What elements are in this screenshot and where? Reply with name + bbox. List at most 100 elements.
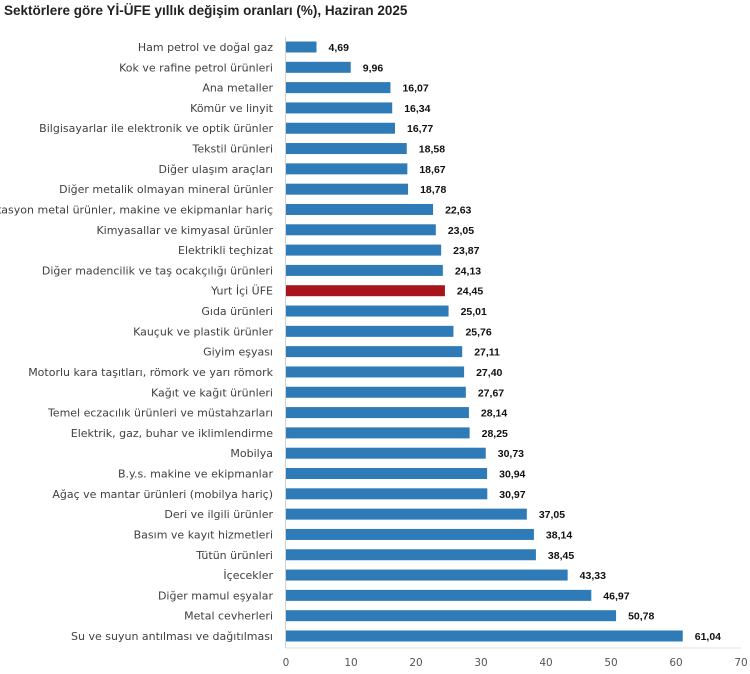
data-label: 4,69 [328,42,349,54]
category-label: Yurt İçi ÜFE [210,285,273,298]
bar [286,183,409,195]
bar [286,569,568,581]
bar [286,346,463,358]
data-label: 24,45 [457,286,483,298]
bar [286,610,617,622]
bar [286,325,454,337]
bar [286,264,443,276]
category-label: Basım ve kayıt hizmetleri [134,528,273,541]
data-label: 28,14 [481,408,507,420]
category-label: Temel eczacılık ürünleri ve müstahzarlar… [47,407,273,420]
category-label: Diğer ulaşım araçları [159,163,274,176]
x-tick-label: 50 [604,657,617,669]
x-tick-label: 10 [344,657,357,669]
x-tick-label: 0 [283,657,290,669]
bar [286,488,488,500]
bar [286,102,393,114]
data-label: 16,34 [404,103,430,115]
category-label: Ana metaller [202,82,273,95]
category-label: Diğer mamul eşyalar [158,589,274,602]
category-label: Ağaç ve mantar ürünleri (mobilya hariç) [52,488,273,501]
data-label: 18,78 [420,184,446,196]
data-label: 25,76 [465,326,491,338]
x-tick-label: 20 [409,657,422,669]
data-label: 37,05 [539,509,565,521]
bar [286,305,449,317]
category-label: İçecekler [223,569,273,582]
category-label: Su ve suyun antılması ve dağıtılması [71,630,273,643]
bar [286,285,445,297]
data-label: 16,77 [407,123,433,135]
category-label: Tekstil ürünleri [192,143,273,156]
bar [286,508,527,520]
bar [286,224,436,236]
bar [286,528,534,540]
bar [286,549,536,561]
bar [286,122,396,134]
data-label: 30,73 [498,448,524,460]
data-label: 16,07 [402,83,428,95]
category-label: Kömür ve linyit [190,102,274,115]
category-label: Kok ve rafine petrol ürünleri [119,61,273,74]
data-label: 23,87 [453,245,479,257]
bar [286,427,470,439]
bar [286,203,434,215]
bar [286,468,488,480]
bar [286,589,592,601]
category-label: Deri ve ilgili ürünler [164,508,273,521]
category-label: Kağıt ve kağıt ürünleri [151,386,273,399]
category-label: Elektrik, gaz, buhar ve iklimlendirme [71,427,273,440]
data-label: 61,04 [695,631,721,643]
data-label: 50,78 [628,611,654,623]
category-label: Diğer metalik olmayan mineral ürünler [59,183,273,196]
bar [286,386,466,398]
category-label: Giyim eşyası [203,346,273,359]
bar [286,41,317,53]
category-label: B.y.s. makine ve ekipmanlar [118,468,273,481]
bar [286,244,442,256]
category-label: Metal cevherleri [184,610,273,623]
data-label: 30,94 [499,469,525,481]
category-label: Gıda ürünleri [201,305,273,318]
category-label: Bilgisayarlar ile elektronik ve optik ür… [39,122,273,135]
data-label: 25,01 [461,306,487,318]
data-label: 9,96 [363,62,384,74]
category-label: Kauçuk ve plastik ürünler [133,325,273,338]
data-label: 27,40 [476,367,502,379]
category-label: Kimyasallar ve kimyasal ürünler [96,224,273,237]
data-label: 24,13 [455,265,481,277]
category-label: Motorlu kara taşıtları, römork ve yarı r… [28,366,273,379]
data-label: 38,14 [546,529,572,541]
data-label: 30,97 [499,489,525,501]
data-label: 18,58 [419,144,445,156]
category-label: Ham petrol ve doğal gaz [138,41,273,54]
data-label: 22,63 [445,204,471,216]
data-label: 38,45 [548,550,574,562]
bar [286,143,407,155]
data-label: 43,33 [580,570,606,582]
category-label: Fabrikasyon metal ürünler, makine ve eki… [0,203,273,216]
bar [286,82,391,94]
x-tick-label: 30 [474,657,487,669]
category-label: Elektrikli teçhizat [178,244,274,257]
data-label: 27,11 [474,347,500,359]
x-tick-label: 40 [539,657,552,669]
data-label: 27,67 [478,387,504,399]
data-label: 28,25 [482,428,508,440]
data-label: 46,97 [603,590,629,602]
bar [286,163,408,175]
bar [286,447,486,459]
category-label: Diğer madencilik ve taş ocakçılığı ürünl… [42,264,273,277]
category-label: Tütün ürünleri [195,549,273,562]
x-tick-label: 60 [669,657,682,669]
data-label: 18,67 [419,164,445,176]
x-tick-label: 70 [734,657,747,669]
data-label: 23,05 [448,225,474,237]
bar [286,630,683,642]
bar [286,366,465,378]
bar [286,407,469,419]
chart-title: Sektörlere göre Yİ-ÜFE yıllık değişim or… [4,3,408,18]
category-label: Mobilya [230,447,273,460]
bar [286,61,351,73]
